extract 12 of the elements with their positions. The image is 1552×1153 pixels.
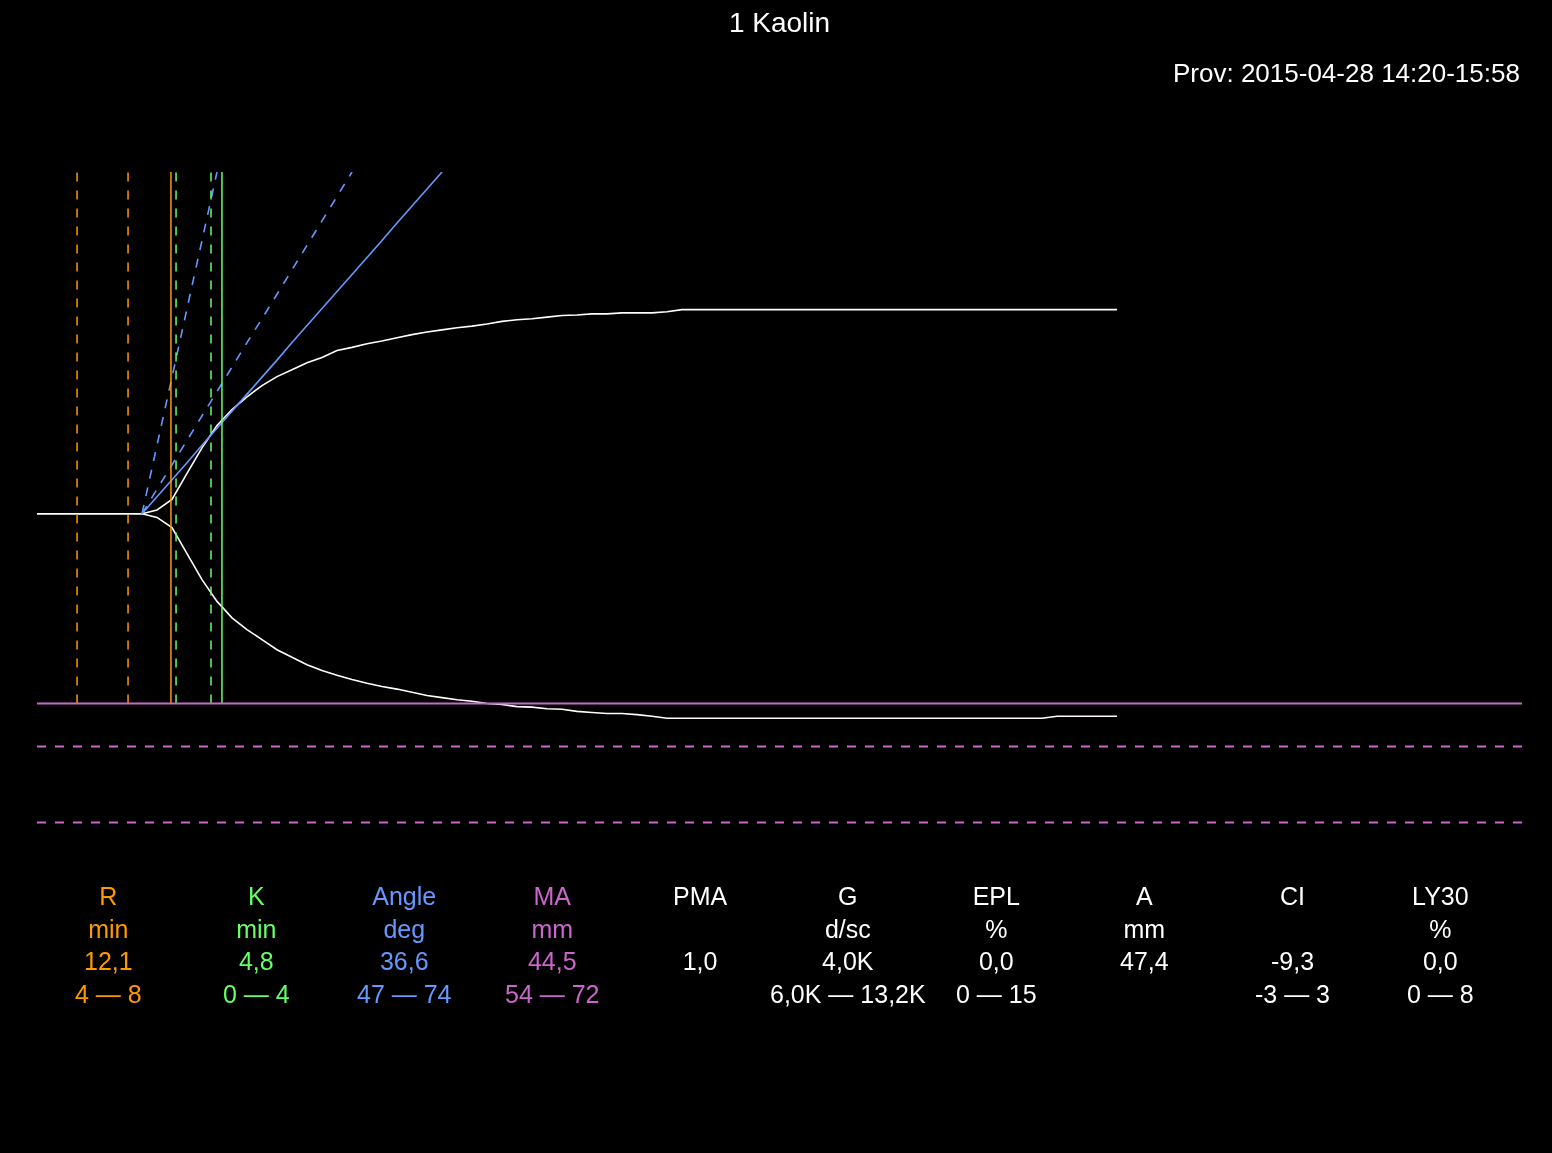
text: R min 12,1 4 — 8 — [75, 882, 142, 1008]
chart-subtitle: Prov: 2015-04-28 14:20-15:58 — [1173, 58, 1520, 88]
text: G d/sc 4,0K 6,0K — 13,2K — [770, 882, 926, 1008]
text: EPL % 0,0 0 — 15 — [956, 882, 1037, 1008]
text: K min 4,8 0 — 4 — [223, 882, 290, 1008]
text: LY30 % 0,0 0 — 8 — [1407, 882, 1474, 1008]
chart-title: 1 Kaolin — [728, 6, 831, 38]
text: A mm 47,4 — [1120, 882, 1169, 975]
text: PMA 1,0 — [673, 882, 728, 975]
text: CI -9,3 -3 — 3 — [1255, 882, 1331, 1008]
text: MA mm 44,5 54 — 72 — [505, 882, 600, 1008]
text: Angle deg 36,6 47 — 74 — [357, 882, 452, 1008]
